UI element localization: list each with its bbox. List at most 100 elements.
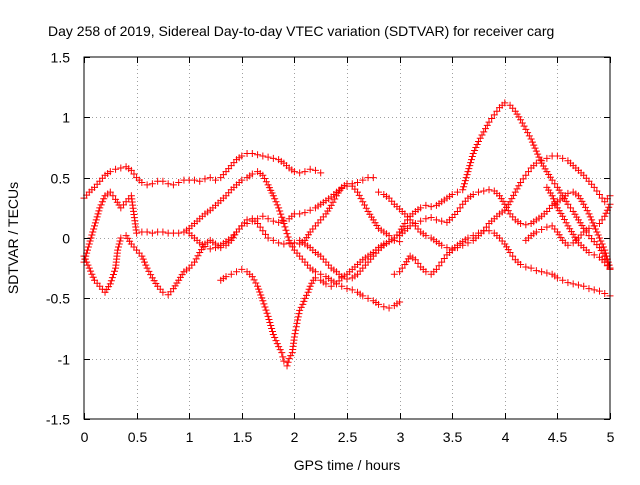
data-point xyxy=(511,188,519,196)
data-point xyxy=(348,180,356,188)
data-point xyxy=(92,216,100,224)
data-point xyxy=(532,147,540,155)
data-point xyxy=(361,201,369,209)
data-point xyxy=(114,246,122,254)
data-point xyxy=(564,241,572,249)
data-point xyxy=(268,325,276,332)
data-point xyxy=(259,152,267,160)
data-point xyxy=(139,255,147,263)
data-point xyxy=(294,313,302,321)
data-point xyxy=(359,198,367,206)
data-point xyxy=(145,267,153,275)
data-point xyxy=(263,309,271,317)
data-point xyxy=(295,310,303,318)
data-point xyxy=(490,111,498,119)
data-point xyxy=(601,212,609,220)
data-point xyxy=(140,258,148,266)
data-point xyxy=(279,216,287,224)
data-point xyxy=(290,168,298,176)
data-point xyxy=(277,210,285,218)
data-point xyxy=(280,357,288,365)
data-point xyxy=(460,180,468,188)
data-point xyxy=(290,333,298,341)
data-point xyxy=(605,203,613,211)
data-point xyxy=(94,210,102,218)
data-point xyxy=(238,265,246,273)
data-point xyxy=(466,162,474,170)
data-point xyxy=(453,188,461,196)
data-point xyxy=(401,220,409,228)
data-point xyxy=(311,166,319,174)
y-tick-label: -1 xyxy=(58,352,71,368)
data-point xyxy=(532,228,540,236)
data-point xyxy=(227,270,235,278)
x-tick-label: 1.5 xyxy=(233,429,253,445)
data-point xyxy=(475,188,482,196)
data-point xyxy=(175,229,183,237)
y-tick-label: 0 xyxy=(62,231,70,247)
data-point xyxy=(364,294,372,302)
data-point xyxy=(594,231,602,239)
data-point xyxy=(438,241,446,249)
data-point xyxy=(553,274,561,282)
data-point xyxy=(564,279,572,287)
data-point xyxy=(432,265,440,273)
data-point xyxy=(84,246,92,254)
data-point xyxy=(279,353,287,361)
data-point xyxy=(522,263,530,271)
data-point xyxy=(91,219,99,227)
data-point xyxy=(473,140,481,148)
data-point xyxy=(567,204,575,212)
data-point xyxy=(588,216,596,224)
data-point xyxy=(259,227,267,235)
data-point xyxy=(88,231,96,239)
data-point xyxy=(475,229,482,237)
data-point xyxy=(282,226,290,234)
data-point xyxy=(285,236,293,244)
grid-layer xyxy=(84,57,610,419)
data-point xyxy=(256,288,264,296)
data-point xyxy=(590,286,598,294)
data-point xyxy=(501,99,509,107)
data-point xyxy=(422,201,430,209)
data-point xyxy=(593,187,601,195)
data-point xyxy=(292,323,300,331)
data-point xyxy=(275,218,283,226)
data-point xyxy=(108,274,116,282)
data-point xyxy=(385,304,393,312)
data-point xyxy=(438,217,446,225)
data-point xyxy=(260,300,268,308)
data-point xyxy=(264,312,272,320)
data-point xyxy=(305,285,313,293)
data-point xyxy=(359,292,367,300)
data-point xyxy=(517,261,525,269)
data-point xyxy=(89,273,97,281)
data-points xyxy=(80,99,614,370)
y-tick-labels: -1.5 -1 -0.5 0 0.5 1 1.5 xyxy=(46,50,70,428)
data-point xyxy=(443,244,451,252)
data-point xyxy=(464,234,472,242)
data-point xyxy=(585,224,593,232)
data-point xyxy=(338,273,346,281)
data-point xyxy=(280,240,288,248)
data-point xyxy=(510,191,518,199)
data-point xyxy=(482,125,490,133)
data-point xyxy=(362,204,370,212)
x-tick-label: 3.5 xyxy=(443,429,463,445)
data-point xyxy=(522,125,530,133)
data-point xyxy=(275,343,283,351)
x-tick-labels: 0 0.5 1 1.5 2 2.5 3 3.5 4 4.5 5 xyxy=(81,429,615,445)
data-point xyxy=(414,259,422,267)
data-point xyxy=(525,132,533,140)
data-point xyxy=(559,154,567,162)
data-point xyxy=(280,217,288,225)
data-point xyxy=(291,330,299,338)
data-point xyxy=(98,198,106,206)
data-point xyxy=(85,264,93,272)
data-point xyxy=(311,274,319,282)
data-point xyxy=(306,282,314,290)
y-axis-label: SDTVAR / TECUs xyxy=(5,182,21,294)
data-point xyxy=(585,248,593,256)
data-point xyxy=(517,116,525,124)
data-point xyxy=(278,349,286,357)
